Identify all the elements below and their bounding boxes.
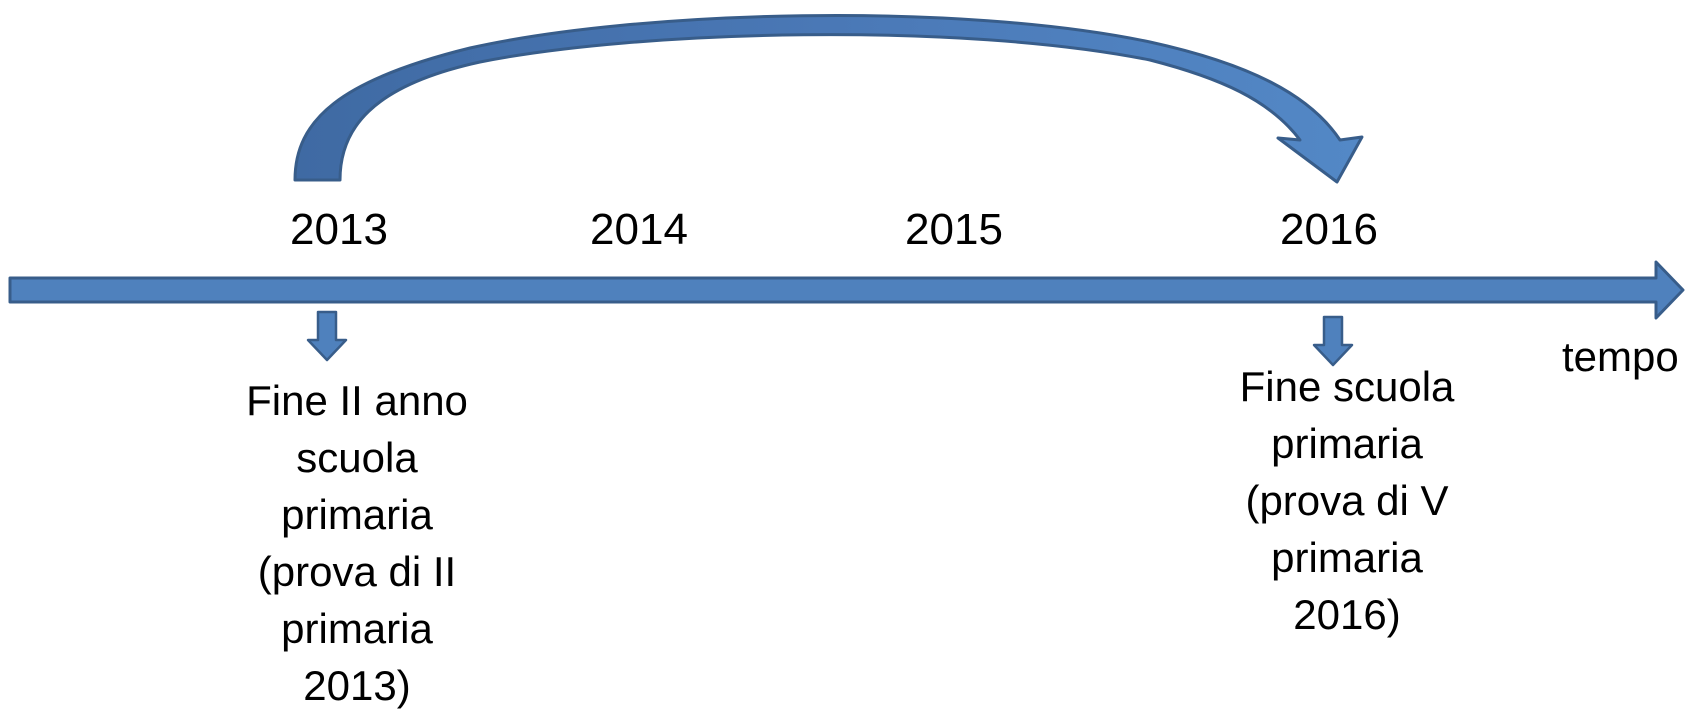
down-arrow-2013	[306, 310, 348, 362]
year-label-2015: 2015	[905, 205, 1003, 254]
year-label-2016: 2016	[1280, 205, 1378, 254]
year-label-2014: 2014	[590, 205, 688, 254]
curved-jump-arrow	[293, 14, 1364, 184]
timeline-axis-arrow	[8, 260, 1685, 320]
note-end-2016: Fine scuola primaria (prova di V primari…	[1239, 363, 1455, 638]
note-start-2013: Fine II anno scuola primaria (prova di I…	[246, 377, 468, 709]
axis-label-tempo: tempo	[1562, 333, 1679, 380]
year-label-2013: 2013	[290, 205, 388, 254]
down-arrow-2016	[1312, 315, 1354, 367]
